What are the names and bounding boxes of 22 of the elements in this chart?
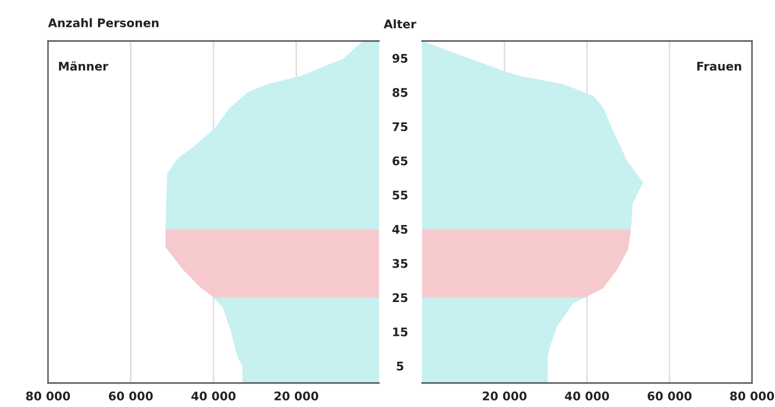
x-tick-label: 40 000 [191,392,236,400]
y-tick-label: 35 [392,259,408,268]
y-tick-label: 55 [392,190,408,200]
annotation: Frauen [697,62,742,71]
y-tick-label: 45 [392,224,408,234]
x-tick-label: 40 000 [564,392,610,400]
y-tick-label: 75 [392,122,408,132]
x-tick-label: 60 000 [108,392,153,400]
y-tick-label: 25 [392,293,408,302]
x-tick-label: 80 000 [730,392,774,400]
x-tick-label: 80 000 [26,392,70,400]
y-tick-label: 15 [393,328,408,336]
annotation: Männer [59,61,108,71]
x-tick-label: 60 000 [648,392,692,400]
y-axis-title: Alter [384,19,416,28]
x-tick-label: 20 000 [482,392,527,400]
y-tick-label: 5 [396,362,404,371]
y-tick-label: 95 [392,54,408,63]
y-tick-label: 85 [392,88,408,97]
x-tick-label: 20 000 [274,392,318,400]
y-tick-label: 65 [392,156,408,166]
chart-title: Anzahl Personen [48,18,158,28]
